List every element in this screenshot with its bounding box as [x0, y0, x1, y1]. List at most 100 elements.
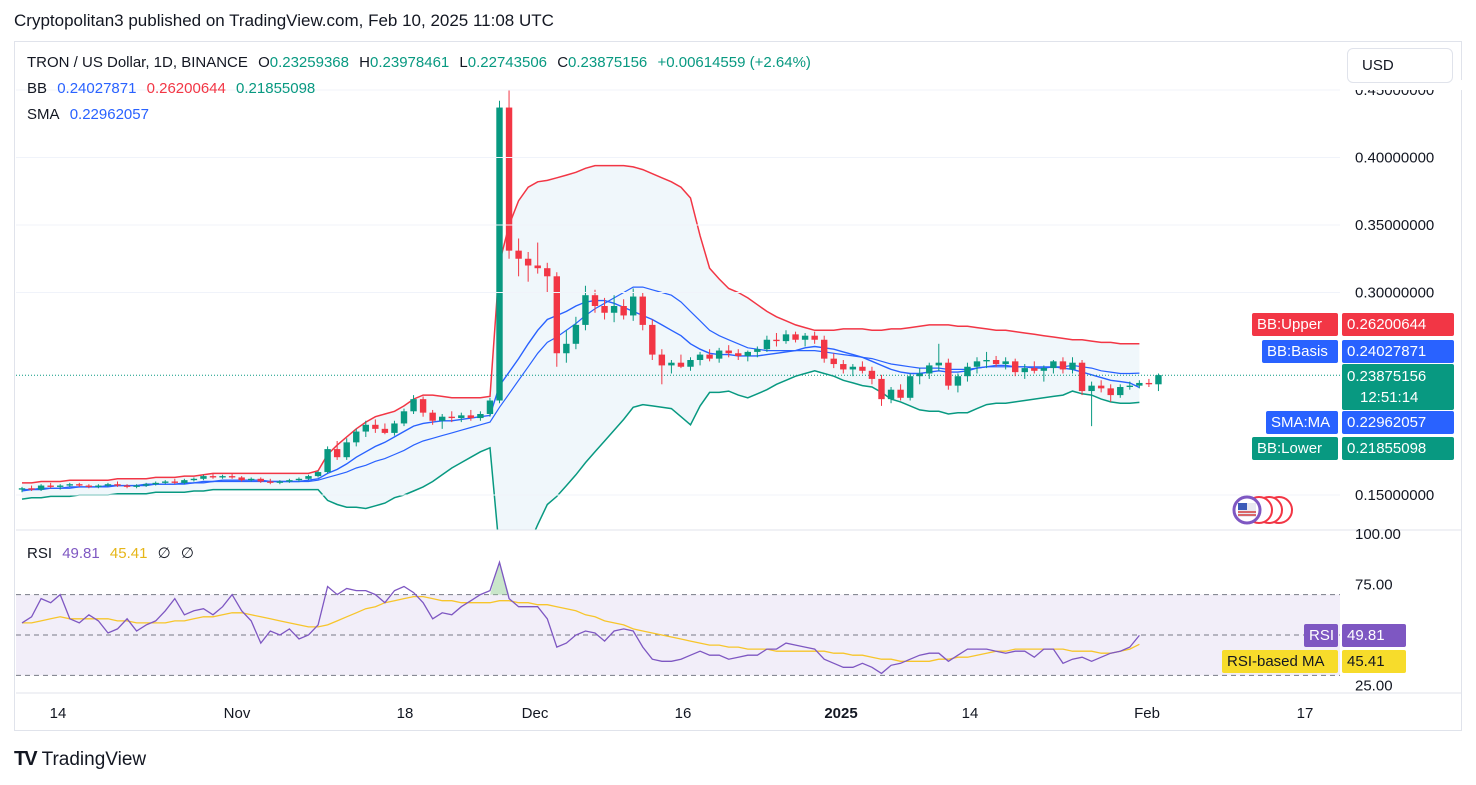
candle-body — [381, 428, 389, 433]
candle-body — [400, 411, 408, 424]
legend-rsi-extra1: ∅ — [157, 545, 171, 562]
candle-body — [47, 485, 54, 487]
time-tick-label: 17 — [1297, 705, 1314, 722]
candle-body — [1021, 368, 1028, 373]
rsi-tag-label: RSI — [1304, 624, 1338, 647]
candle-body — [601, 306, 608, 313]
candle-body — [18, 488, 26, 490]
candle-body — [544, 268, 551, 277]
time-tick-label: 2025 — [824, 705, 857, 722]
bb-basis-tag-value: 0.24027871 — [1342, 340, 1454, 363]
sma-tag-label: SMA:MA — [1266, 411, 1338, 434]
rsi-tick-label: 25.00 — [1355, 678, 1393, 695]
candle-body — [410, 399, 417, 412]
price-tick-label: 0.15000000 — [1355, 487, 1434, 504]
legend-symbol[interactable]: TRON / US Dollar, 1D, BINANCE — [27, 54, 248, 71]
legend-bb-label: BB — [27, 80, 48, 97]
time-axis: 14 Nov 18 Dec 16 2025 14 Feb 17 — [16, 692, 1462, 722]
candle-body — [276, 481, 284, 483]
tradingview-logo-text: TradingView — [41, 748, 147, 770]
candle-body — [162, 481, 169, 483]
candle-body — [658, 354, 666, 366]
us-flag-events-icon[interactable] — [1222, 495, 1294, 525]
candle-body — [429, 412, 436, 421]
candle-body — [477, 414, 484, 419]
legend-h-label: H — [359, 54, 370, 71]
chart-frame — [14, 41, 1462, 731]
sma-line — [22, 299, 1140, 491]
candle-body — [610, 306, 618, 313]
candle-body — [906, 376, 914, 398]
legend-bb-upper: 0.26200644 — [146, 80, 226, 97]
legend-ohlc: TRON / US Dollar, 1D, BINANCE O0.2325936… — [27, 54, 817, 71]
candle-body — [677, 362, 685, 367]
candle-body — [983, 360, 990, 362]
candle-countdown: 12:51:14 — [1360, 389, 1419, 406]
candle-body — [524, 258, 532, 266]
sma-tag-value: 0.22962057 — [1342, 411, 1454, 434]
candle-body — [1107, 388, 1114, 396]
legend-bb-lower: 0.21855098 — [236, 80, 316, 97]
price-tick-label: 0.40000000 — [1355, 150, 1434, 167]
last-price-tag: 0.23875156 12:51:14 — [1342, 364, 1454, 410]
candle-body — [142, 484, 150, 486]
candle-body — [305, 476, 312, 479]
candle-body — [458, 415, 465, 419]
candle-body — [630, 296, 637, 316]
candle-body — [267, 481, 274, 483]
candle-body — [76, 484, 83, 486]
candle-body — [123, 485, 131, 487]
candle-body — [964, 366, 971, 377]
legend-rsi[interactable]: RSI 49.81 45.41 ∅ ∅ — [27, 544, 200, 562]
rsi-overbought-fill — [490, 562, 510, 595]
candle-body — [1136, 382, 1143, 386]
candle-body — [314, 472, 322, 477]
currency-button[interactable]: USD — [1347, 48, 1453, 83]
legend-sma-label: SMA — [27, 106, 60, 123]
candle-body — [238, 477, 245, 481]
candle-body — [324, 449, 331, 473]
candle-body — [85, 485, 93, 487]
legend-c-label: C — [557, 54, 569, 71]
candle-body — [37, 485, 45, 490]
candle-body — [935, 362, 942, 366]
candle-body — [735, 353, 742, 356]
legend-bb[interactable]: BB 0.24027871 0.26200644 0.21855098 — [27, 80, 321, 97]
bb-upper-tag-value: 0.26200644 — [1342, 313, 1454, 336]
candle-body — [152, 482, 159, 485]
candle-body — [171, 481, 178, 483]
candle-body — [1069, 362, 1076, 370]
tradingview-logo[interactable]: TV TradingView — [14, 748, 146, 771]
candle-body — [257, 478, 264, 482]
candle-body — [419, 399, 427, 413]
candle-body — [1012, 361, 1019, 373]
candle-body — [486, 400, 494, 414]
legend-low: 0.22743506 — [467, 54, 548, 71]
candle-body — [973, 361, 981, 367]
bb-lower-tag-label: BB:Lower — [1252, 437, 1338, 460]
legend-rsi-value: 49.81 — [62, 545, 100, 562]
candle-body — [95, 485, 102, 487]
candle-body — [763, 339, 771, 350]
legend-rsi-label: RSI — [27, 545, 53, 562]
candle-body — [1088, 385, 1095, 392]
bollinger-bands — [16, 164, 1340, 530]
candle-body — [582, 295, 589, 325]
rsi-line — [21, 560, 1140, 675]
legend-high: 0.23978461 — [370, 54, 450, 71]
legend-rsi-ma-value: 45.41 — [109, 545, 148, 562]
candle-body — [333, 449, 341, 458]
candle-body — [1145, 382, 1153, 385]
candle-body — [553, 276, 560, 354]
bb-upper-tag-label: BB:Upper — [1252, 313, 1338, 336]
legend-sma[interactable]: SMA 0.22962057 — [27, 106, 155, 123]
candle-body — [954, 376, 962, 386]
candle-body — [248, 478, 255, 481]
price-tick-label: 0.35000000 — [1355, 217, 1434, 234]
candle-body — [859, 366, 866, 371]
candle-body — [200, 476, 207, 479]
last-price-value: 0.23875156 — [1347, 368, 1427, 385]
candle-body — [754, 349, 761, 352]
candle-body — [133, 485, 140, 487]
